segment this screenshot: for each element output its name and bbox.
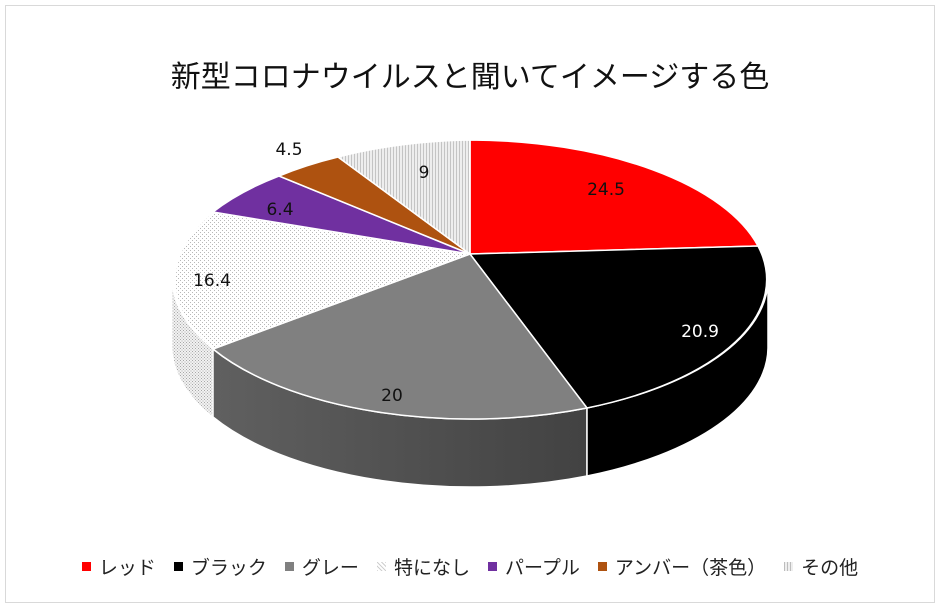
data-label-purple: 6.4 <box>266 200 293 220</box>
legend-swatch-purple <box>487 562 497 571</box>
slice-black[interactable] <box>468 245 768 409</box>
data-label-none: 16.4 <box>193 271 231 291</box>
legend-item-amber[interactable]: アンバー（茶色） <box>597 553 767 580</box>
legend-label: グレー <box>301 557 359 579</box>
data-label-amber: 4.5 <box>275 140 302 160</box>
data-label-gray: 20 <box>381 386 403 406</box>
slice-gray[interactable] <box>211 253 589 420</box>
legend-swatch-other <box>784 562 794 571</box>
slice-other[interactable] <box>336 139 471 256</box>
legend-item-other[interactable]: その他 <box>784 553 858 580</box>
data-label-black: 20.9 <box>681 322 719 342</box>
slice-red[interactable] <box>469 139 760 255</box>
legend-swatch-red <box>81 562 91 571</box>
data-label-red: 24.5 <box>587 180 625 200</box>
legend-swatch-amber <box>597 562 607 571</box>
chart-legend: レッド ブラック グレー 特になし パープル アンバー（茶色） その他 <box>0 553 940 580</box>
legend-item-black[interactable]: ブラック <box>173 553 267 580</box>
chart-title: 新型コロナウイルスと聞いてイメージする色 <box>170 60 770 95</box>
legend-label: 特になし <box>393 557 470 579</box>
legend-swatch-none <box>376 562 386 571</box>
legend-swatch-black <box>173 562 183 571</box>
legend-swatch-gray <box>284 562 294 571</box>
legend-item-gray[interactable]: グレー <box>284 553 359 580</box>
legend-label: パープル <box>504 557 580 579</box>
legend-item-red[interactable]: レッド <box>81 553 156 580</box>
legend-label: ブラック <box>190 557 267 579</box>
legend-item-none[interactable]: 特になし <box>376 553 470 580</box>
data-label-other: 9 <box>419 163 430 183</box>
legend-label: その他 <box>801 557 859 579</box>
legend-label: レッド <box>98 557 156 579</box>
legend-label: アンバー（茶色） <box>614 557 767 579</box>
slice-none[interactable] <box>174 211 473 350</box>
legend-item-purple[interactable]: パープル <box>487 553 580 580</box>
